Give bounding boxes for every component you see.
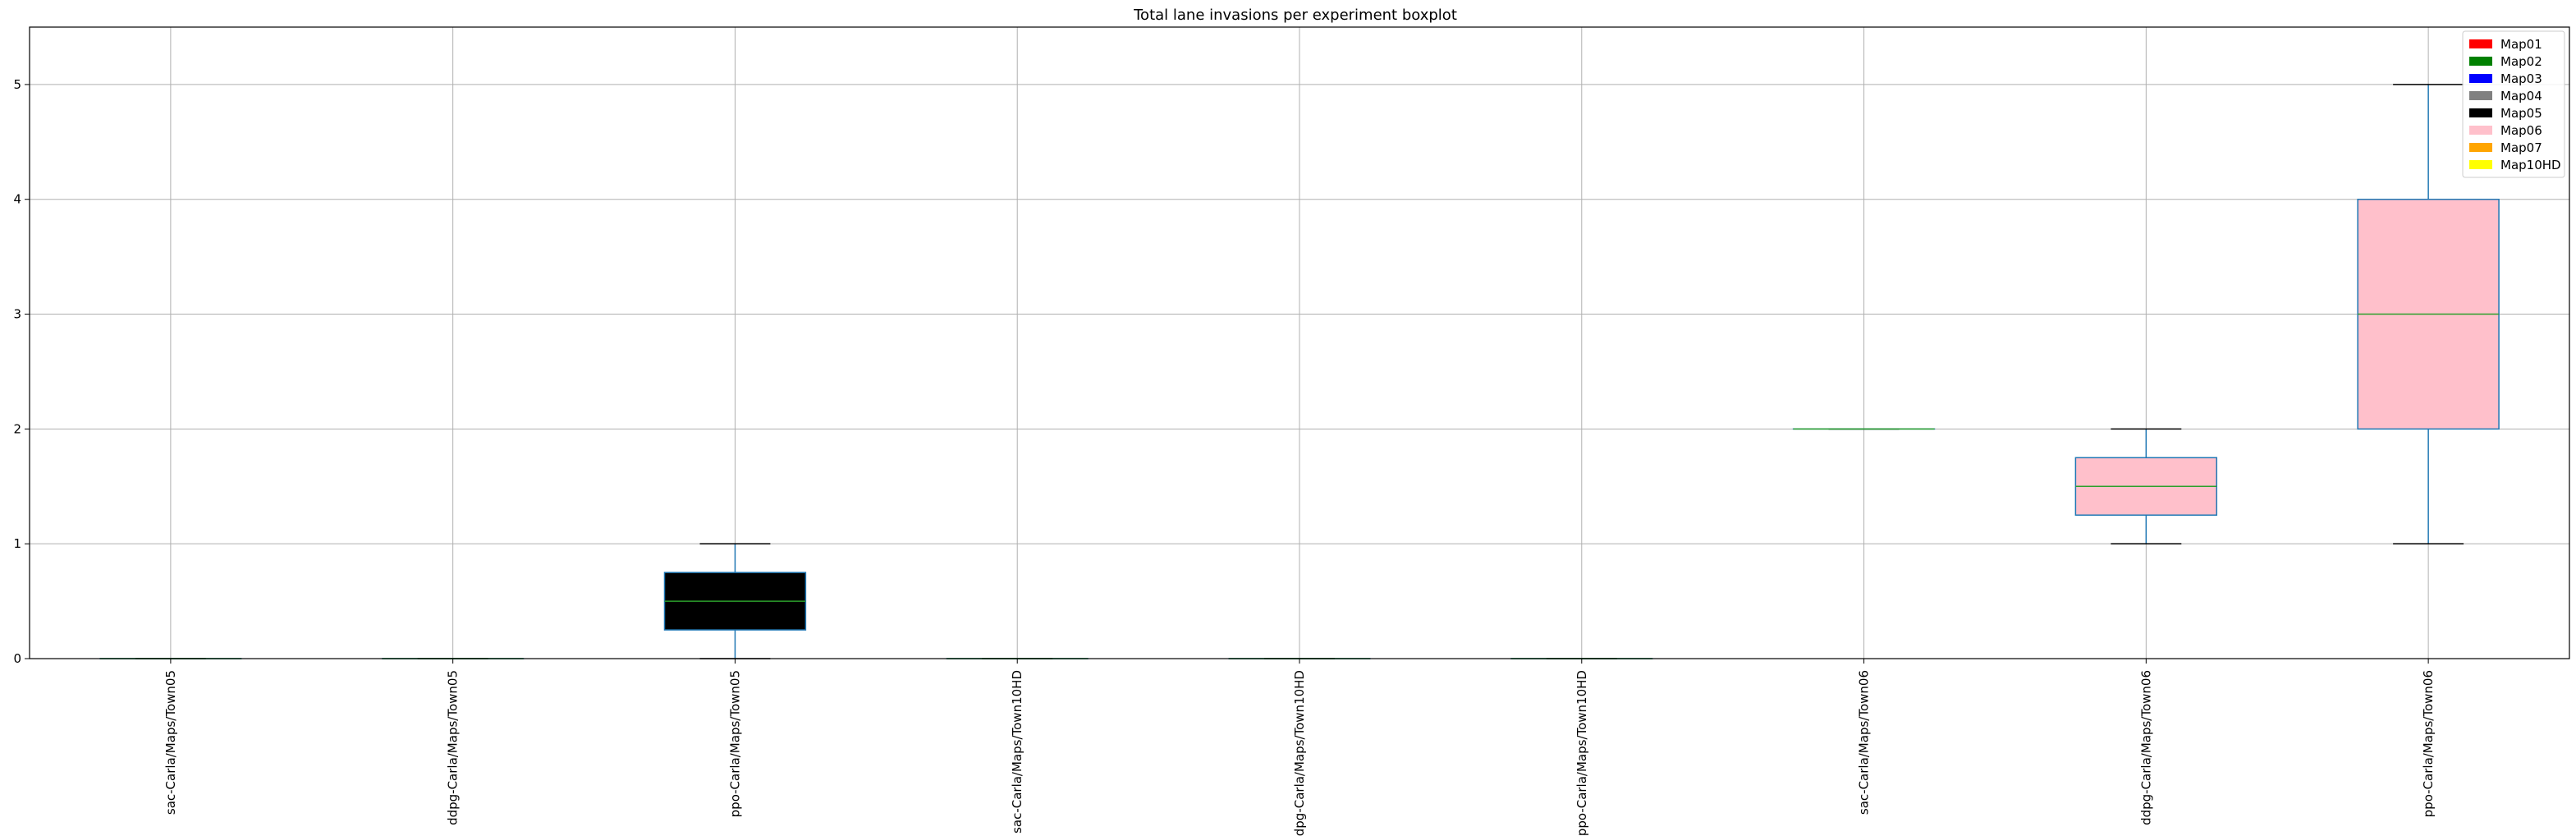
x-tick-label: sac-Carla/Maps/Town06 [1857,670,1872,815]
legend-swatch [2469,91,2492,100]
y-tick-label: 1 [13,536,21,551]
legend-swatch [2469,143,2492,152]
x-tick-label: ddpg-Carla/Maps/Town05 [446,670,461,825]
x-tick-label: ddpg-Carla/Maps/Town06 [2138,670,2153,825]
x-tick-label: ddpg-Carla/Maps/Town10HD [1292,670,1307,836]
x-tick-label: sac-Carla/Maps/Town05 [163,670,178,815]
legend-label: Map06 [2500,123,2542,138]
legend-swatch [2469,160,2492,169]
legend-label: Map04 [2500,89,2542,103]
legend-label: Map07 [2500,140,2542,155]
x-tick-label: sac-Carla/Maps/Town10HD [1010,670,1024,834]
legend-swatch [2469,74,2492,83]
chart-title: Total lane invasions per experiment boxp… [1133,7,1457,24]
legend-frame [2462,30,2565,178]
legend-swatch [2469,126,2492,135]
legend-swatch [2469,39,2492,48]
y-tick-label: 4 [13,192,21,207]
legend-label: Map10HD [2500,158,2561,172]
y-tick-label: 5 [13,77,21,92]
y-tick-label: 2 [13,421,21,436]
plot-frame [29,26,2570,659]
axis-layer: 0 1 2 3 4 5 sac-Carla/Maps/Town05 ddpg-Carla/Ma… [13,26,2570,836]
x-tick-label: ppo-Carla/Maps/Town10HD [1574,670,1589,836]
legend-label: Map05 [2500,106,2542,121]
legend: Map01 Map02 Map03 Map04 Map05 Map06 Map07 Map10… [2462,30,2565,178]
legend-swatch [2469,57,2492,66]
grid-layer [30,27,2569,659]
y-tick-label: 0 [13,651,21,666]
box-group [2357,84,2500,544]
legend-label: Map03 [2500,71,2542,86]
y-tick-label: 3 [13,307,21,322]
legend-label: Map01 [2500,37,2542,52]
x-tick-label: ppo-Carla/Maps/Town05 [727,670,742,817]
box-group [2074,428,2218,544]
box-group [663,543,807,659]
x-tick-label: ppo-Carla/Maps/Town06 [2421,670,2436,817]
legend-label: Map02 [2500,54,2542,69]
legend-swatch [2469,108,2492,117]
